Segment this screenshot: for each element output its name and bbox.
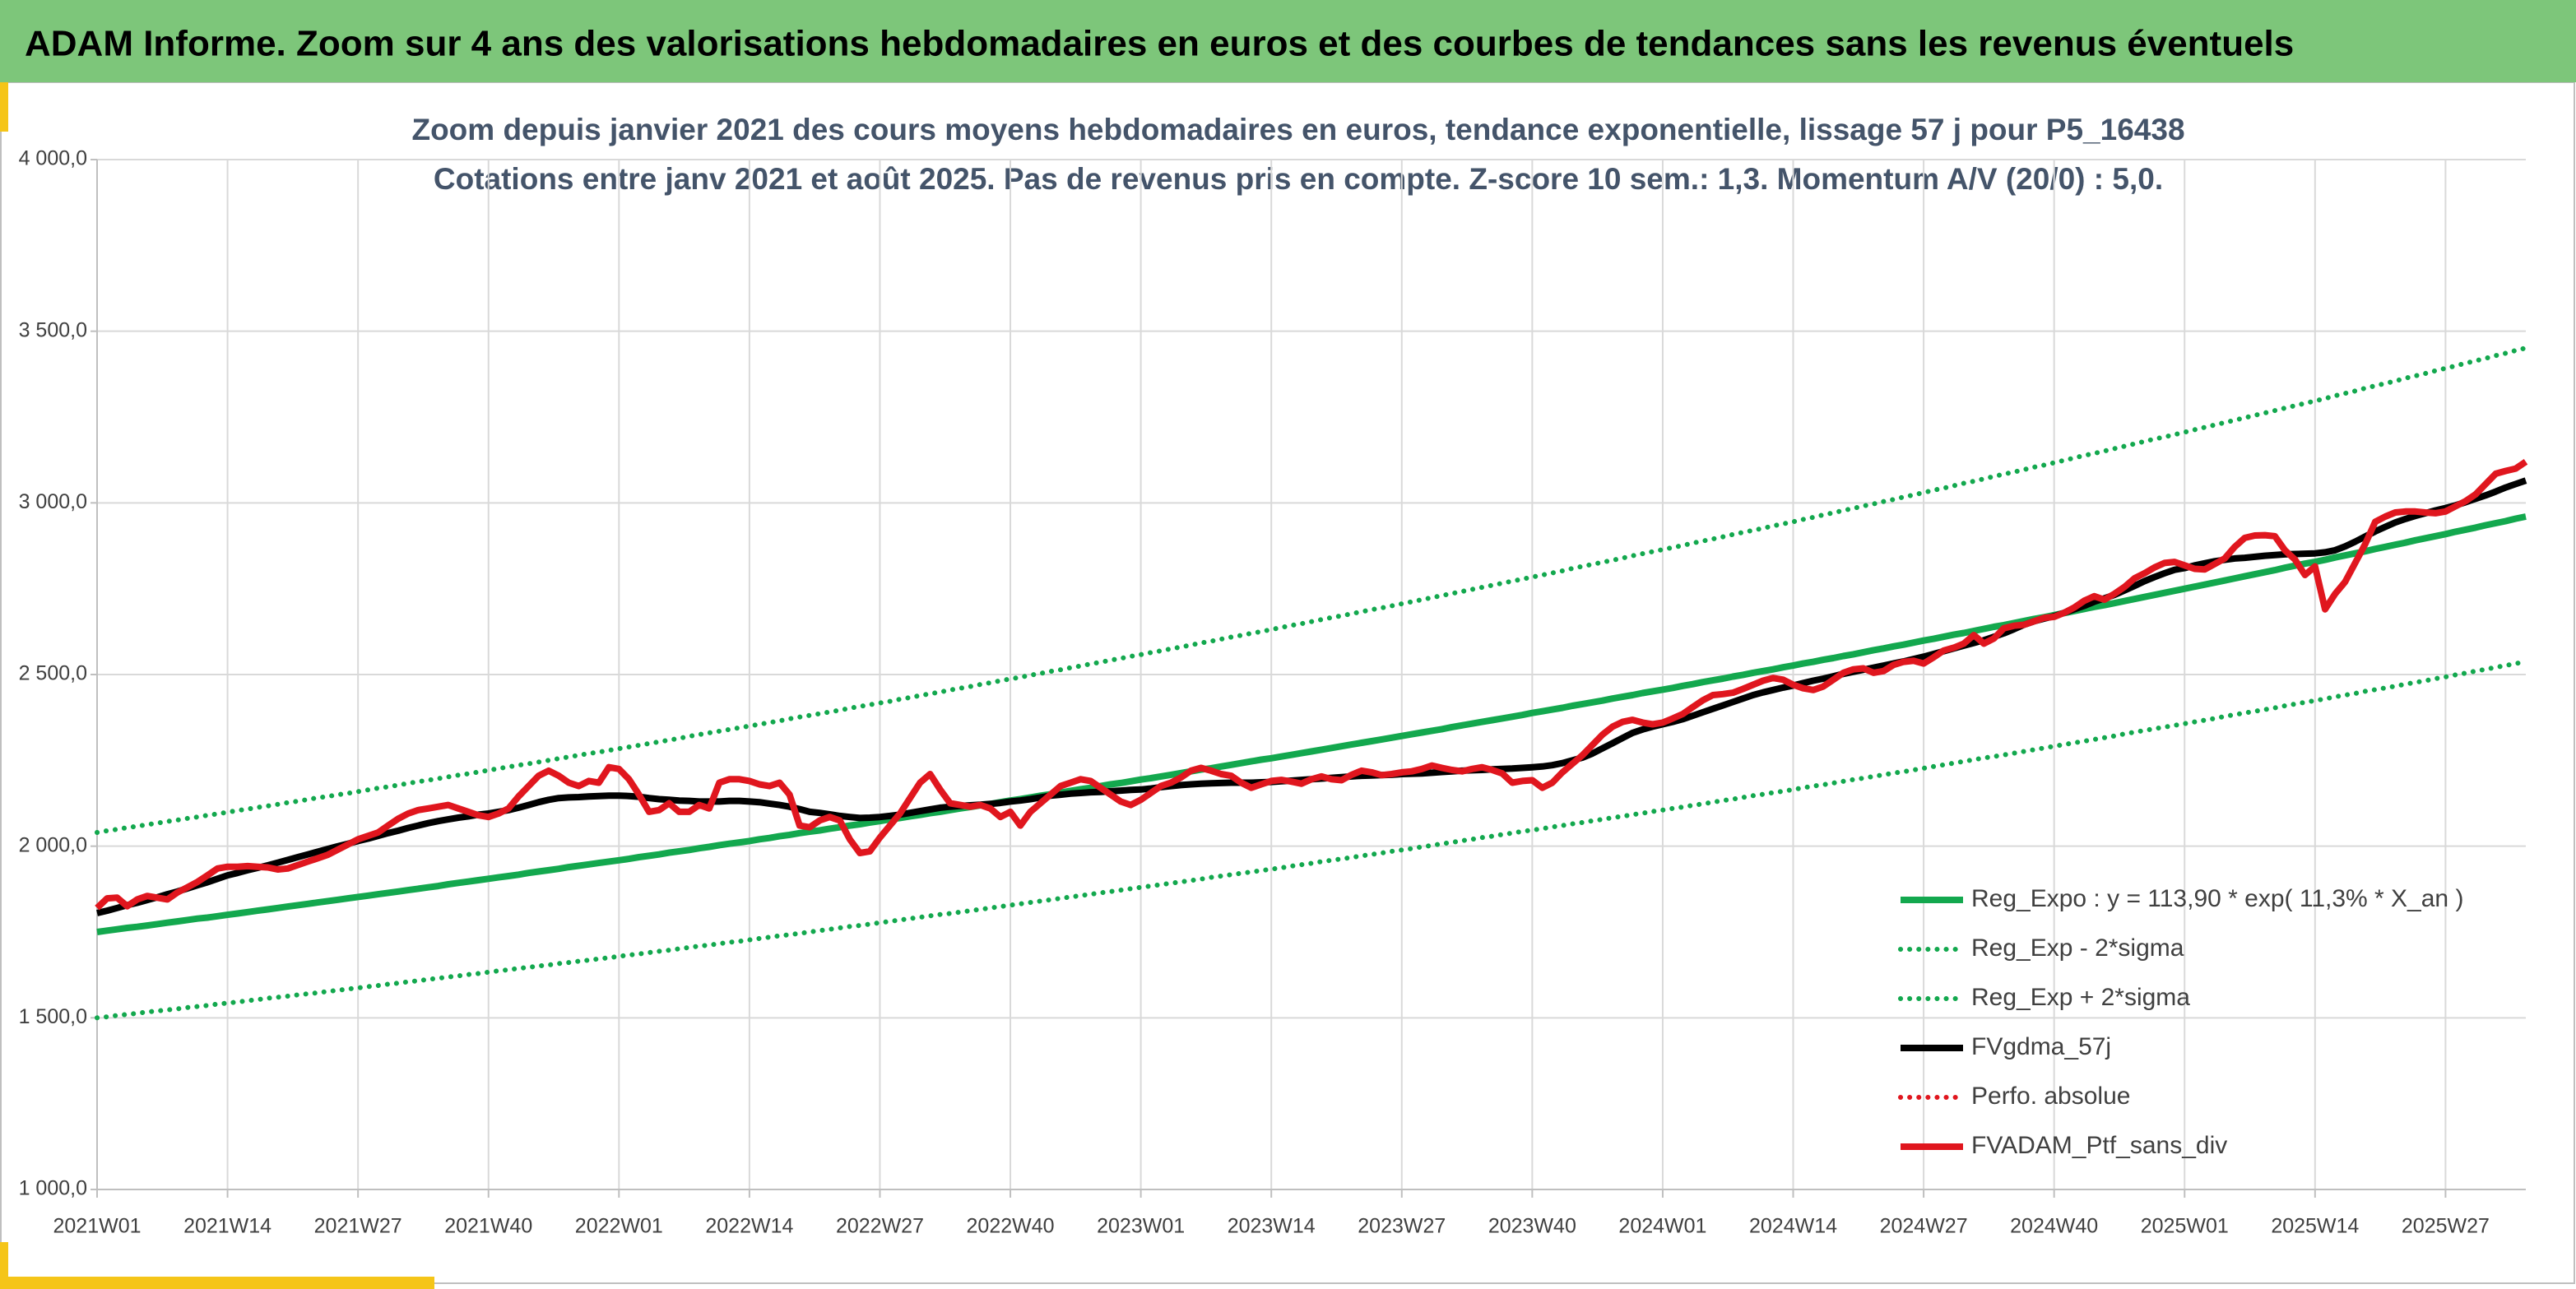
x-tick-label: 2024W14 (1749, 1215, 1837, 1238)
page-header: ADAM Informe. Zoom sur 4 ans des valoris… (25, 24, 2294, 64)
chart-title: Zoom depuis janvier 2021 des cours moyen… (411, 113, 2184, 146)
y-tick-label: 1 000,0 (19, 1177, 87, 1200)
x-tick-label: 2023W40 (1488, 1215, 1576, 1238)
x-tick-label: 2021W40 (444, 1215, 532, 1238)
legend-label: FVgdma_57j (1971, 1033, 2111, 1060)
x-tick-label: 2023W14 (1228, 1215, 1316, 1238)
x-tick-label: 2021W14 (183, 1215, 272, 1238)
y-tick-label: 4 000,0 (19, 147, 87, 170)
legend-label: Reg_Exp + 2*sigma (1971, 984, 2190, 1011)
legend-label: FVADAM_Ptf_sans_div (1971, 1132, 2227, 1159)
series-line (95, 345, 2528, 835)
chart-subtitle: Cotations entre janv 2021 et août 2025. … (434, 162, 2163, 196)
series-line (95, 659, 2528, 1021)
legend-label: Perfo. absolue (1971, 1083, 2130, 1110)
x-tick-label: 2021W27 (314, 1215, 402, 1238)
series-line (96, 513, 2527, 935)
x-tick-label: 2025W27 (2402, 1215, 2490, 1238)
legend: Reg_Expo : y = 113,90 * exp( 11,3% * X_a… (1898, 885, 2463, 1159)
y-tick-label: 2 500,0 (19, 662, 87, 685)
x-tick-label: 2022W40 (967, 1215, 1055, 1238)
legend-label: Reg_Exp - 2*sigma (1971, 934, 2184, 962)
grid: 1 000,0 1 500,0 2 000,0 2 500,0 3 000,0 3 500… (19, 147, 2526, 1238)
x-tick-label: 2025W01 (2141, 1215, 2229, 1238)
accent (0, 1277, 434, 1289)
x-tick-label: 2022W14 (705, 1215, 793, 1238)
plot-area (95, 345, 2528, 1021)
legend-label: Reg_Expo : y = 113,90 * exp( 11,3% * X_a… (1971, 885, 2463, 912)
x-tick-label: 2024W01 (1618, 1215, 1706, 1238)
accent (0, 1242, 8, 1289)
x-tick-label: 2025W14 (2271, 1215, 2359, 1238)
accent (0, 82, 8, 132)
x-tick-label: 2021W01 (53, 1215, 141, 1238)
y-tick-label: 3 500,0 (19, 318, 87, 341)
x-tick-label: 2024W27 (1880, 1215, 1968, 1238)
y-tick-label: 3 000,0 (19, 490, 87, 513)
y-tick-label: 2 000,0 (19, 833, 87, 856)
x-tick-label: 2022W27 (836, 1215, 924, 1238)
x-tick-label: 2023W01 (1097, 1215, 1185, 1238)
header-banner (0, 0, 2576, 82)
series-line (95, 458, 2528, 911)
x-tick-label: 2024W40 (2010, 1215, 2098, 1238)
y-tick-label: 1 500,0 (19, 1005, 87, 1028)
x-tick-label: 2022W01 (575, 1215, 663, 1238)
x-tick-label: 2023W27 (1358, 1215, 1446, 1238)
